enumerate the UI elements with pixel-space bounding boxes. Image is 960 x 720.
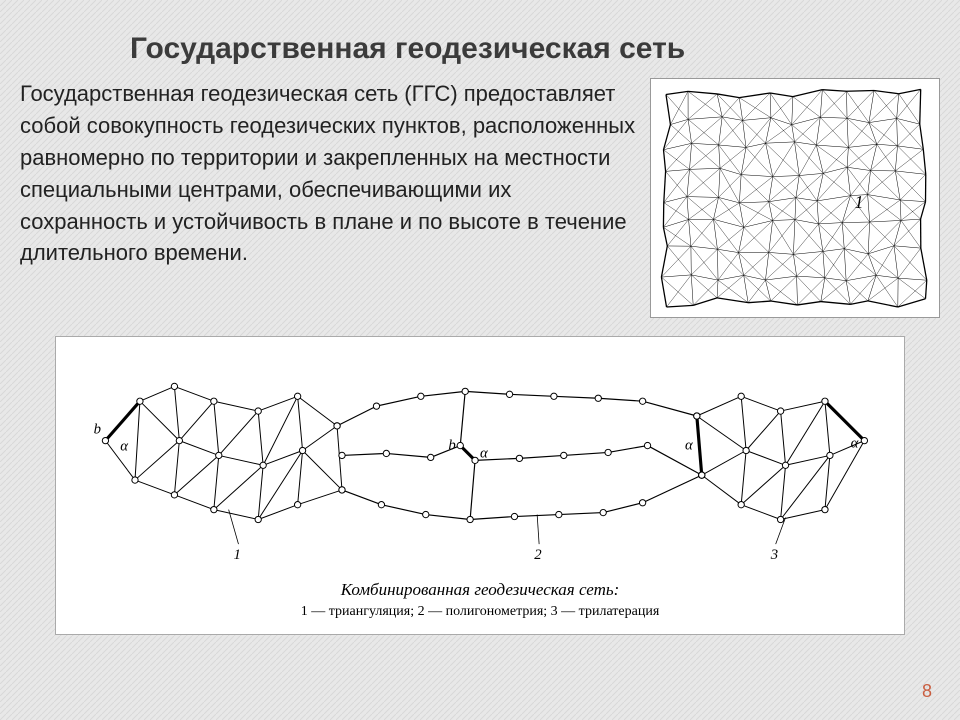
svg-text:α: α	[480, 445, 488, 461]
page-number: 8	[922, 681, 932, 702]
combined-network-figure: b α b α α α 1 2 3 Комбинированная геодезическая …	[55, 336, 905, 635]
svg-text:α: α	[685, 438, 693, 454]
svg-text:3: 3	[770, 547, 778, 563]
svg-text:b: b	[448, 438, 455, 454]
svg-text:1: 1	[234, 547, 241, 563]
body-paragraph: Государственная геодезическая сеть (ГГС)…	[20, 78, 640, 318]
content-row: Государственная геодезическая сеть (ГГС)…	[0, 66, 960, 318]
triangulation-mesh-figure: 1	[650, 78, 940, 318]
figure-legend: 1 — триангуляция; 2 — полигонометрия; 3 …	[66, 604, 894, 620]
svg-text:α: α	[851, 436, 859, 452]
page-title: Государственная геодезическая сеть	[0, 0, 960, 66]
figure-caption: Комбинированная геодезическая сеть:	[66, 580, 894, 600]
svg-text:1: 1	[855, 192, 864, 212]
svg-text:2: 2	[534, 547, 542, 563]
svg-text:α: α	[120, 438, 128, 454]
svg-text:b: b	[94, 422, 101, 438]
